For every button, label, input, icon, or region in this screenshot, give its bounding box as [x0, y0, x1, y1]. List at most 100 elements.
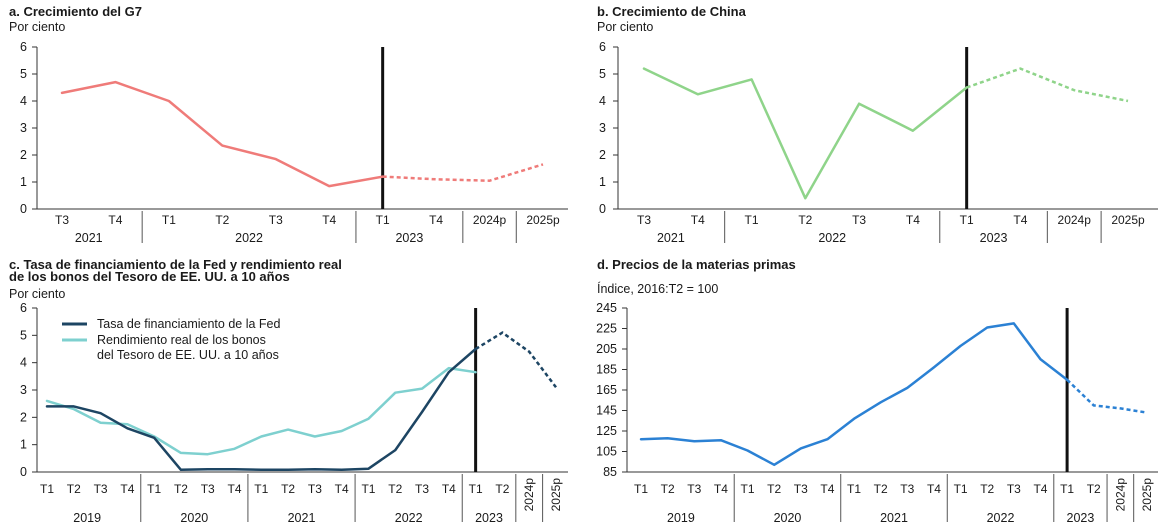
panel-title-line2: de los bonos del Tesoro de EE. UU. a 10 … — [9, 269, 290, 284]
x-year-label: 2023 — [475, 511, 503, 525]
x-year-label: 2019 — [667, 511, 695, 525]
panel-d: d. Precios de la materias primas Índice, … — [596, 257, 1158, 525]
x-tick-label: T4 — [120, 482, 134, 496]
x-tick-label: T2 — [767, 482, 781, 496]
x-tick-label: T4 — [691, 213, 705, 227]
x-tick-label: T2 — [874, 482, 888, 496]
x-tick-label: T4 — [927, 482, 941, 496]
x-tick-label: T1 — [254, 482, 268, 496]
y-tick-label: 1 — [20, 438, 27, 452]
x-year-label: 2022 — [235, 231, 263, 245]
x-tick-label: T4 — [906, 213, 920, 227]
x-tick-label: T1 — [162, 213, 176, 227]
x-year-label: 2019 — [73, 511, 101, 525]
y-tick-label: 1 — [20, 175, 27, 189]
y-tick-label: 4 — [599, 94, 606, 108]
panel-title: c. Tasa de financiamiento de la Fed y re… — [9, 257, 342, 272]
panel-title: b. Crecimiento de China — [597, 4, 747, 19]
y-tick-label: 145 — [596, 404, 617, 418]
x-year-label: 2022 — [395, 511, 423, 525]
x-tick-label: T2 — [281, 482, 295, 496]
y-axis-label: Por ciento — [9, 287, 65, 301]
x-tick-label: T4 — [442, 482, 456, 496]
x-tick-label: T2 — [174, 482, 188, 496]
x-tick-label: T3 — [201, 482, 215, 496]
x-tick-label: T4 — [714, 482, 728, 496]
x-tick-label: T1 — [147, 482, 161, 496]
x-tick-label: 2024p — [1058, 213, 1092, 227]
x-tick-label: T3 — [308, 482, 322, 496]
x-tick-label: T1 — [361, 482, 375, 496]
x-year-label: 2023 — [395, 231, 423, 245]
x-tick-label: T2 — [215, 213, 229, 227]
x-tick-label: T2 — [67, 482, 81, 496]
y-axis-label: Por ciento — [597, 20, 653, 34]
y-axis-label: Índice, 2016:T2 = 100 — [597, 281, 718, 296]
legend-label: Rendimiento real de los bonos — [97, 333, 266, 347]
y-tick-label: 6 — [20, 40, 27, 54]
x-tick-label: T3 — [794, 482, 808, 496]
series-line-g7 — [60, 80, 384, 188]
y-tick-label: 225 — [596, 322, 617, 336]
y-tick-label: 0 — [599, 202, 606, 216]
x-tick-label: T3 — [55, 213, 69, 227]
x-tick-label: T1 — [40, 482, 54, 496]
x-tick-label: T2 — [661, 482, 675, 496]
y-tick-label: 0 — [20, 465, 27, 479]
y-tick-label: 245 — [596, 301, 617, 315]
y-tick-label: 5 — [20, 328, 27, 342]
panel-c: c. Tasa de financiamiento de la Fed y re… — [9, 257, 568, 525]
x-year-label: 2022 — [818, 231, 846, 245]
x-tick-label: T4 — [108, 213, 122, 227]
x-year-label: 2020 — [774, 511, 802, 525]
x-tick-label: T2 — [388, 482, 402, 496]
series-line-fed — [45, 347, 477, 472]
y-tick-label: 3 — [20, 121, 27, 135]
x-tick-label: T4 — [1013, 213, 1027, 227]
x-tick-label: T1 — [741, 482, 755, 496]
x-tick-label: T3 — [94, 482, 108, 496]
x-tick-label: 2025p — [1111, 213, 1145, 227]
x-tick-label: T4 — [820, 482, 834, 496]
x-tick-label: T2 — [980, 482, 994, 496]
y-tick-label: 85 — [603, 465, 617, 479]
y-tick-label: 2 — [599, 148, 606, 162]
x-year-label: 2020 — [180, 511, 208, 525]
y-tick-label: 165 — [596, 383, 617, 397]
legend-label: Tasa de financiamiento de la Fed — [97, 317, 280, 331]
x-tick-label: T3 — [269, 213, 283, 227]
x-tick-label: 2024p — [473, 213, 507, 227]
x-year-label: 2021 — [75, 231, 103, 245]
x-tick-label: 2025p — [526, 213, 560, 227]
x-year-label: 2021 — [880, 511, 908, 525]
x-tick-label: 2025p — [549, 478, 563, 512]
x-year-label: 2023 — [1067, 511, 1095, 525]
x-tick-label: T2 — [1087, 482, 1101, 496]
y-tick-label: 6 — [20, 301, 27, 315]
x-tick-label: T4 — [228, 482, 242, 496]
x-tick-label: T3 — [852, 213, 866, 227]
y-tick-label: 205 — [596, 342, 617, 356]
y-tick-label: 1 — [599, 175, 606, 189]
y-tick-label: 2 — [20, 148, 27, 162]
x-tick-label: T4 — [429, 213, 443, 227]
x-year-label: 2021 — [288, 511, 316, 525]
legend-label-line2: del Tesoro de EE. UU. a 10 años — [97, 348, 279, 362]
x-tick-label: T1 — [954, 482, 968, 496]
y-tick-label: 3 — [599, 121, 606, 135]
x-tick-label: 2024p — [522, 478, 536, 512]
series-line-commodities — [639, 322, 1069, 467]
x-tick-label: T1 — [469, 482, 483, 496]
x-tick-label: 2025p — [1140, 478, 1154, 512]
x-tick-label: T3 — [637, 213, 651, 227]
x-tick-label: T3 — [687, 482, 701, 496]
x-tick-label: T2 — [798, 213, 812, 227]
x-tick-label: T4 — [1033, 482, 1047, 496]
x-tick-label: T1 — [1060, 482, 1074, 496]
y-tick-label: 5 — [20, 67, 27, 81]
x-tick-label: 2024p — [1113, 478, 1127, 512]
panel-title: d. Precios de la materias primas — [597, 257, 796, 272]
series-dashed-g7 — [382, 163, 544, 182]
